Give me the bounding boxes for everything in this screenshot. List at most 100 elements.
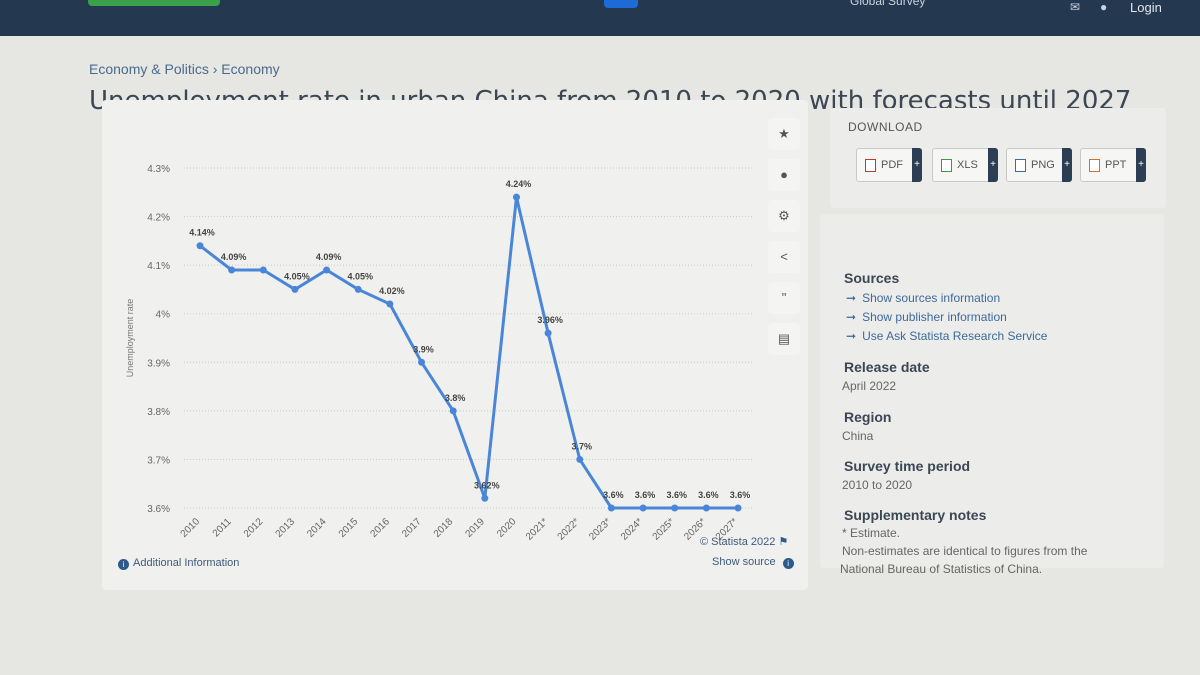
data-point[interactable]	[259, 266, 267, 274]
png-file-icon	[1015, 159, 1026, 172]
y-tick-label: 3.8%	[147, 407, 170, 418]
gear-icon[interactable]: ⚙	[768, 200, 800, 232]
breadcrumb-item-economy-politics[interactable]: Economy & Politics	[89, 61, 209, 77]
x-tick-label: 2017	[400, 516, 424, 540]
x-tick-label: 2021*	[524, 516, 550, 542]
data-point[interactable]	[291, 285, 299, 293]
data-point[interactable]	[323, 266, 331, 274]
y-tick-label: 4%	[156, 310, 171, 321]
statista-credit[interactable]: © Statista 2022 ⚑	[700, 535, 788, 548]
plus-icon[interactable]: +	[912, 148, 922, 182]
supplementary-notes-heading: Supplementary notes	[844, 507, 987, 523]
breadcrumb-item-economy[interactable]: Economy	[221, 61, 280, 77]
region-value: China	[842, 429, 874, 443]
y-tick-label: 4.3%	[147, 164, 170, 175]
info-icon: i	[118, 559, 129, 570]
data-label: 4.02%	[379, 286, 405, 296]
data-label: 4.09%	[316, 252, 342, 262]
nav-link-global-survey[interactable]: Global Survey	[850, 0, 926, 8]
pdf-file-icon	[865, 159, 876, 172]
ask-statista-link[interactable]: ➞ Use Ask Statista Research Service	[846, 329, 1047, 343]
data-label: 3.7%	[572, 441, 593, 451]
y-tick-label: 3.7%	[147, 455, 170, 466]
data-point[interactable]	[196, 242, 204, 250]
breadcrumb-separator: ›	[212, 61, 218, 77]
login-link[interactable]: Login	[1130, 0, 1162, 15]
data-point[interactable]	[734, 504, 742, 512]
notes-line-3: National Bureau of Statistics of China.	[840, 562, 1043, 576]
additional-information-link[interactable]: i Additional Information	[118, 557, 239, 570]
x-tick-label: 2022*	[556, 516, 582, 542]
star-icon[interactable]: ★	[768, 118, 800, 150]
x-tick-label: 2020	[495, 516, 519, 540]
show-sources-link[interactable]: ➞ Show sources information	[846, 291, 1000, 305]
series-line	[199, 195, 738, 510]
survey-period-heading: Survey time period	[844, 458, 971, 474]
plus-icon[interactable]: +	[1062, 148, 1072, 182]
top-navigation-bar: Global Survey ✉ ● Login	[0, 0, 1200, 36]
data-point[interactable]	[702, 504, 710, 512]
share-icon[interactable]: <	[768, 241, 800, 273]
data-label: 4.14%	[189, 228, 215, 238]
green-nav-button[interactable]	[88, 0, 220, 6]
info-icon: i	[782, 558, 794, 569]
print-icon[interactable]: ▤	[768, 323, 800, 355]
download-xls-button[interactable]: XLS +	[932, 148, 998, 182]
show-publisher-link[interactable]: ➞ Show publisher information	[846, 310, 1007, 324]
x-tick-label: 2010	[179, 516, 203, 540]
plus-icon[interactable]: +	[988, 148, 998, 182]
quote-icon[interactable]: "	[768, 282, 800, 314]
data-point[interactable]	[481, 494, 489, 502]
user-icon[interactable]: ●	[1100, 0, 1108, 14]
ppt-file-icon	[1089, 159, 1100, 172]
show-source-link[interactable]: Show source i	[712, 556, 794, 569]
x-tick-label: 2013	[274, 516, 298, 540]
ask-statista-label: Use Ask Statista Research Service	[862, 329, 1048, 343]
x-tick-label: 2024*	[619, 516, 645, 542]
data-label: 3.62%	[474, 480, 500, 490]
y-tick-label: 3.9%	[147, 358, 170, 369]
data-label: 3.96%	[537, 315, 563, 325]
data-label: 3.6%	[603, 490, 624, 500]
additional-information-label: Additional Information	[133, 557, 240, 569]
x-tick-label: 2019	[463, 516, 487, 540]
mail-icon[interactable]: ✉	[1070, 0, 1081, 14]
data-point[interactable]	[512, 193, 520, 201]
data-point[interactable]	[576, 455, 584, 463]
x-tick-label: 2025*	[651, 516, 677, 542]
data-point[interactable]	[418, 358, 426, 366]
download-pdf-button[interactable]: PDF +	[856, 148, 922, 182]
arrow-right-icon: ➞	[846, 291, 857, 305]
download-png-label: PNG	[1031, 159, 1055, 171]
data-point[interactable]	[639, 504, 647, 512]
x-tick-label: 2023*	[587, 516, 613, 542]
flag-icon: ⚑	[778, 536, 789, 548]
x-tick-label: 2012	[242, 516, 266, 540]
y-axis-label: Unemployment rate	[125, 299, 135, 378]
plus-icon[interactable]: +	[1136, 148, 1146, 182]
bell-icon[interactable]: ●	[768, 159, 800, 191]
data-point[interactable]	[607, 504, 615, 512]
line-chart: 3.6% 3.7% 3.8% 3.9% 4% 4.1% 4.2% 4.3% Unemployme…	[125, 164, 754, 543]
data-label: 3.6%	[698, 490, 719, 500]
statista-credit-text: © Statista 2022	[700, 536, 776, 548]
data-point[interactable]	[449, 407, 457, 415]
data-point[interactable]	[354, 285, 362, 293]
data-point[interactable]	[386, 300, 394, 308]
survey-period-value: 2010 to 2020	[842, 478, 913, 492]
blue-nav-button[interactable]	[604, 0, 638, 8]
data-point[interactable]	[671, 504, 679, 512]
data-point[interactable]	[228, 266, 236, 274]
data-label: 3.8%	[445, 393, 466, 403]
xls-file-icon	[941, 159, 952, 172]
download-pdf-label: PDF	[881, 159, 903, 171]
data-label: 4.05%	[347, 271, 373, 281]
data-point[interactable]	[544, 329, 552, 337]
data-label: 4.09%	[221, 252, 247, 262]
download-ppt-button[interactable]: PPT +	[1080, 148, 1146, 182]
download-png-button[interactable]: PNG +	[1006, 148, 1072, 182]
x-tick-label: 2018	[432, 516, 456, 540]
sources-heading: Sources	[844, 270, 900, 286]
show-source-label: Show source	[712, 556, 776, 568]
download-ppt-label: PPT	[1105, 159, 1127, 171]
